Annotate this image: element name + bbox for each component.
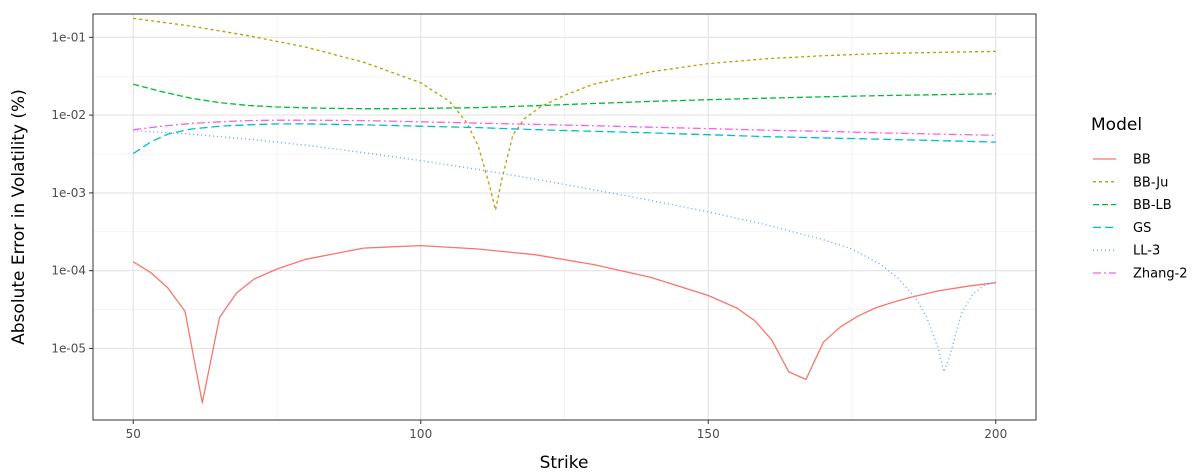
- legend-label-bb-ju: BB-Ju: [1133, 175, 1168, 190]
- y-tick-label: 1e-02: [51, 108, 86, 122]
- y-axis-title: Absolute Error in Volatility (%): [9, 89, 29, 345]
- legend-label-bb-lb: BB-LB: [1133, 198, 1172, 213]
- legend: Model BB BB-Ju BB-LB GS LL-3 Zhang-2: [1091, 115, 1188, 282]
- y-tick-label: 1e-04: [51, 264, 86, 278]
- legend-label-zhang-2: Zhang-2: [1133, 267, 1188, 282]
- x-tick-label: 150: [697, 427, 720, 441]
- plot-panel-border: [92, 13, 1037, 421]
- x-tick-label: 200: [984, 427, 1007, 441]
- x-tick-label: 50: [126, 427, 141, 441]
- legend-label-gs: GS: [1133, 221, 1151, 236]
- legend-label-ll-3: LL-3: [1133, 244, 1160, 259]
- legend-title: Model: [1091, 115, 1142, 135]
- y-tick-label: 1e-01: [51, 30, 86, 44]
- axis-ticks: 50 100 150 200 1e-01 1e-02 1e-03 1e-04 1e-05: [51, 30, 1007, 441]
- series-line-bb: [132, 244, 996, 404]
- y-tick-label: 1e-05: [51, 341, 86, 355]
- series-line-zhang-2: [133, 119, 996, 136]
- series-line-bb-ju: [133, 17, 996, 211]
- series-line-gs: [132, 123, 996, 155]
- grid: [93, 14, 1036, 420]
- x-tick-label: 100: [409, 427, 432, 441]
- legend-label-bb: BB: [1133, 153, 1151, 168]
- series-lines: [132, 17, 996, 404]
- series-line-bb-lb: [133, 83, 996, 110]
- y-tick-label: 1e-03: [51, 186, 86, 200]
- x-axis-title: Strike: [540, 453, 589, 472]
